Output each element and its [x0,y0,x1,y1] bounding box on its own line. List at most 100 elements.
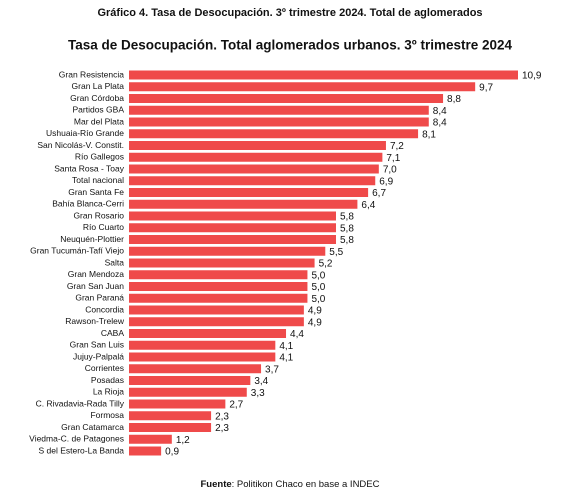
value-label: 7,2 [390,141,404,152]
category-label: Gran San Juan [67,281,124,291]
category-label: C. Rivadavia-Rada Tilly [36,398,125,408]
category-label: Santa Rosa - Toay [54,163,125,173]
value-label: 4,9 [308,317,322,328]
category-label: Ushuaia-Río Grande [46,128,124,138]
bar [129,376,251,385]
bar [129,411,212,421]
value-label: 5,0 [311,270,325,281]
category-label: Salta [105,257,125,267]
category-label: Gran San Luis [70,340,124,350]
value-label: 3,3 [251,388,265,399]
bar [129,329,287,338]
value-label: 5,8 [340,235,354,246]
bar [129,141,386,150]
bar [129,70,518,80]
category-label: Gran Catamarca [61,422,124,432]
bar [129,258,315,268]
bar [129,188,369,197]
value-label: 7,0 [383,165,397,176]
bar [129,340,276,350]
value-label: 7,1 [386,153,400,164]
bar [129,129,419,139]
value-label: 6,7 [372,188,386,199]
bar [129,270,308,280]
bar [129,164,379,174]
bar [129,176,376,186]
bar [129,282,308,291]
bar [129,317,304,327]
category-label: La Rioja [93,387,124,397]
bar [129,152,383,162]
category-label: Viedma-C. de Patagones [29,434,124,444]
value-label: 6,4 [361,200,375,211]
bar [129,82,476,92]
value-label: 2,3 [215,411,229,422]
value-label: 4,9 [308,306,322,317]
category-label: Bahía Blanca-Cerri [52,199,124,209]
category-label: Mar del Plata [74,116,124,126]
value-label: 5,2 [319,259,333,270]
bar [129,117,429,127]
value-label: 4,4 [290,329,304,340]
value-label: 5,8 [340,223,354,234]
category-label: Neuquén-Plottier [60,234,124,244]
category-label: Gran Santa Fe [68,187,124,197]
category-label: Jujuy-Palpalá [73,351,124,361]
category-label: Total nacional [72,175,124,185]
value-label: 5,0 [311,282,325,293]
value-label: 8,1 [422,129,436,140]
value-label: 8,8 [447,94,461,105]
source-text: : Politikon Chaco en base a INDEC [232,479,380,490]
category-label: Posadas [91,375,124,385]
value-label: 4,1 [279,341,293,352]
bar [129,105,429,115]
value-label: 8,4 [433,118,447,129]
category-label: S del Estero-La Banda [38,445,124,455]
source: Fuente: Politikon Chaco en base a INDEC [201,479,380,490]
category-label: Corrientes [85,363,124,373]
value-label: 2,7 [229,400,243,411]
bar [129,352,276,362]
value-label: 1,2 [176,435,190,446]
value-label: 5,0 [311,294,325,305]
value-label: 0,9 [165,447,179,458]
value-label: 4,1 [279,353,293,364]
category-label: Gran La Plata [72,81,125,91]
category-label: Concordia [85,304,124,314]
bar [129,434,172,444]
value-label: 6,9 [379,176,393,187]
bar [129,399,226,409]
bar [129,94,444,103]
source-label: Fuente [201,479,232,490]
value-label: 5,5 [329,247,343,258]
bar [129,293,308,303]
bar [129,223,336,233]
category-label: Gran Mendoza [68,269,124,279]
bar [129,235,336,244]
category-label: Río Cuarto [83,222,124,232]
value-label: 8,4 [433,106,447,117]
category-label: Gran Paraná [75,293,124,303]
category-label: CABA [101,328,124,338]
value-label: 9,7 [479,82,493,93]
category-label: Gran Rosario [73,210,124,220]
category-label: Río Gallegos [75,152,124,162]
bar [129,446,162,456]
bar [129,423,212,432]
category-label: Gran Córdoba [70,93,124,103]
category-label: Gran Resistencia [59,69,124,79]
category-label: San Nicolás-V. Constit. [37,140,124,150]
value-label: 5,8 [340,212,354,223]
value-label: 10,9 [522,71,542,82]
value-label: 2,3 [215,423,229,434]
category-label: Formosa [90,410,124,420]
bar [129,199,358,209]
bar [129,387,247,397]
bar [129,246,326,256]
value-label: 3,4 [254,376,268,387]
category-label: Gran Tucumán-Tafí Viejo [30,246,124,256]
bar [129,211,336,221]
value-label: 3,7 [265,364,279,375]
category-label: Partidos GBA [73,105,125,115]
